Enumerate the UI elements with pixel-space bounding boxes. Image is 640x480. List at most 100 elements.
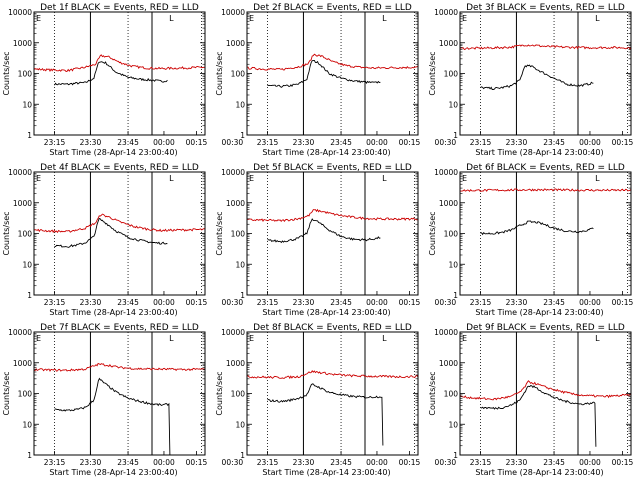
x-tick-label: 23:30	[293, 138, 315, 147]
x-tick-label: 23:30	[293, 458, 315, 467]
marker-label-e: E	[36, 14, 41, 23]
x-tick-label: 00:00	[153, 298, 175, 307]
x-tick-label: 00:15	[186, 138, 208, 147]
x-tick-label: 23:45	[543, 458, 565, 467]
events-series-line	[267, 59, 381, 88]
y-tick-label: 100	[18, 70, 33, 79]
panel-title: Det 7f BLACK = Events, RED = LLD	[40, 323, 199, 333]
x-tick-label: 00:00	[579, 298, 601, 307]
panel-title: Det 5f BLACK = Events, RED = LLD	[253, 163, 412, 173]
y-tick-label: 10	[235, 100, 245, 109]
marker-label-e: E	[462, 334, 467, 343]
lld-series-line	[460, 44, 631, 51]
y-tick-label: 1000	[13, 199, 32, 208]
x-tick-label: 23:45	[543, 298, 565, 307]
x-tick-label: 23:30	[506, 298, 528, 307]
x-tick-label: 00:15	[399, 298, 421, 307]
panel-title: Det 8f BLACK = Events, RED = LLD	[253, 323, 412, 333]
marker-label-l: L	[595, 14, 600, 23]
x-axis-label: Start Time (28-Apr-14 23:00:40)	[262, 148, 390, 157]
x-tick-label: 00:15	[186, 458, 208, 467]
marker-label-l: L	[382, 14, 387, 23]
x-tick-label: 23:45	[330, 458, 352, 467]
y-tick-label: 10000	[434, 8, 458, 17]
y-axis-label: Counts/sec	[2, 51, 11, 95]
events-series-line	[54, 217, 168, 248]
y-tick-label: 1000	[226, 199, 245, 208]
events-series-line	[480, 64, 594, 90]
y-axis-label: Counts/sec	[215, 211, 224, 255]
y-tick-label: 1	[27, 131, 32, 140]
y-tick-label: 1000	[226, 359, 245, 368]
x-axis-label: Start Time (28-Apr-14 23:00:40)	[49, 468, 177, 477]
plot-frame	[246, 11, 419, 136]
y-tick-label: 1	[240, 291, 245, 300]
y-tick-label: 10000	[8, 328, 32, 337]
y-tick-label: 10	[448, 100, 458, 109]
y-tick-label: 1	[240, 451, 245, 460]
x-tick-label: 00:30	[222, 298, 244, 307]
y-tick-label: 100	[444, 390, 459, 399]
marker-label-l: L	[382, 174, 387, 183]
y-tick-label: 1	[27, 451, 32, 460]
y-tick-label: 10	[448, 260, 458, 269]
plot-frame	[33, 171, 206, 296]
x-tick-label: 00:00	[579, 458, 601, 467]
x-tick-label: 23:45	[117, 138, 139, 147]
x-axis-label: Start Time (28-Apr-14 23:00:40)	[49, 308, 177, 317]
x-tick-label: 23:15	[44, 138, 66, 147]
panel-title: Det 9f BLACK = Events, RED = LLD	[466, 323, 625, 333]
x-tick-label: 00:00	[153, 458, 175, 467]
plot-frame	[246, 171, 419, 296]
x-tick-label: 00:15	[399, 138, 421, 147]
lld-series-line	[460, 380, 631, 401]
y-tick-label: 1	[453, 131, 458, 140]
marker-label-l: L	[595, 334, 600, 343]
x-tick-label: 00:30	[435, 298, 457, 307]
panel-title: Det 4f BLACK = Events, RED = LLD	[40, 163, 199, 173]
x-tick-label: 23:15	[470, 458, 492, 467]
marker-label-e: E	[462, 174, 467, 183]
x-tick-label: 00:30	[435, 138, 457, 147]
y-tick-label: 10000	[434, 168, 458, 177]
x-tick-label: 23:15	[257, 138, 279, 147]
y-tick-label: 100	[231, 230, 246, 239]
x-axis-label: Start Time (28-Apr-14 23:00:40)	[262, 308, 390, 317]
y-tick-label: 10	[22, 420, 32, 429]
x-tick-label: 23:15	[470, 138, 492, 147]
marker-label-l: L	[169, 174, 174, 183]
panel-title: Det 1f BLACK = Events, RED = LLD	[40, 3, 199, 13]
x-tick-label: 00:00	[366, 138, 388, 147]
events-series-line	[54, 61, 168, 86]
plot-frame	[459, 11, 632, 136]
lld-series-line	[34, 54, 205, 72]
y-tick-label: 1000	[13, 359, 32, 368]
x-tick-label: 00:00	[153, 138, 175, 147]
y-tick-label: 1000	[439, 39, 458, 48]
marker-label-l: L	[169, 334, 174, 343]
x-tick-label: 23:15	[44, 298, 66, 307]
x-tick-label: 23:30	[293, 298, 315, 307]
marker-label-l: L	[382, 334, 387, 343]
y-tick-label: 10	[22, 100, 32, 109]
y-tick-label: 1000	[13, 39, 32, 48]
y-axis-label: Counts/sec	[215, 371, 224, 415]
plot-frame	[33, 331, 206, 456]
y-tick-label: 1	[240, 131, 245, 140]
x-axis-label: Start Time (28-Apr-14 23:00:40)	[262, 468, 390, 477]
y-tick-label: 1000	[439, 359, 458, 368]
lld-series-line	[247, 53, 418, 71]
y-tick-label: 10000	[221, 168, 245, 177]
x-tick-label: 23:45	[330, 298, 352, 307]
marker-label-e: E	[249, 14, 254, 23]
x-tick-label: 23:30	[80, 298, 102, 307]
lld-series-line	[247, 370, 418, 380]
y-tick-label: 10000	[221, 328, 245, 337]
